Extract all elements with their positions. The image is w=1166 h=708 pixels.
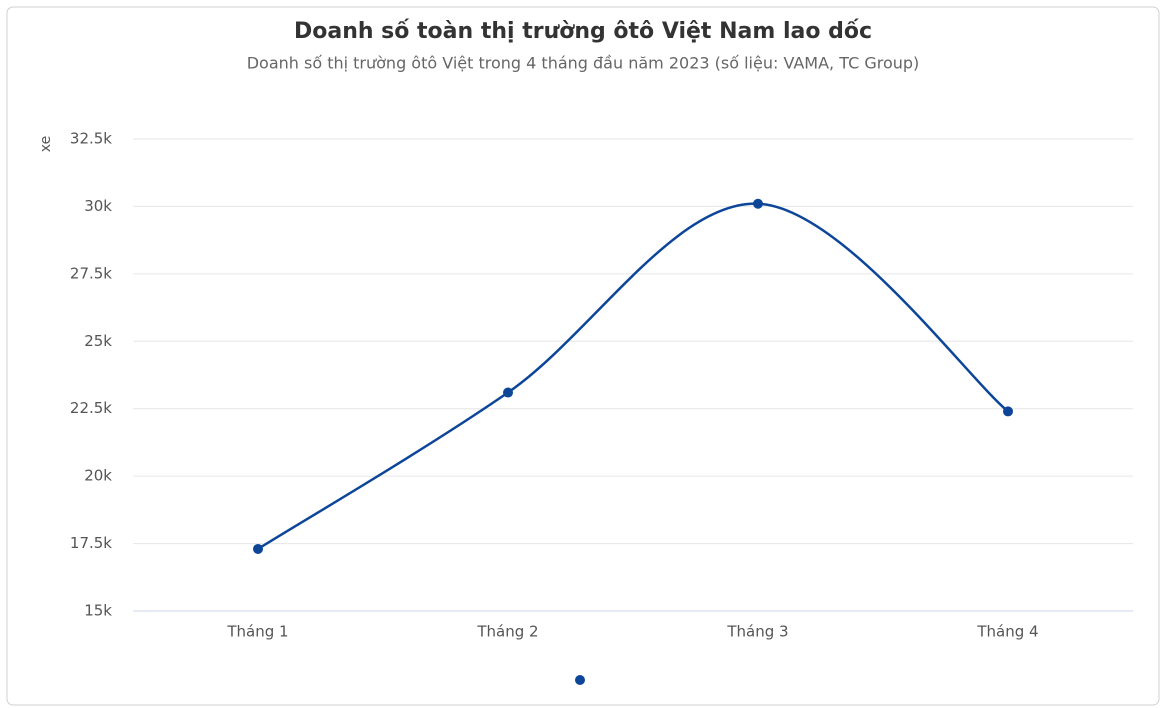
x-tick-label: Tháng 4: [976, 623, 1038, 641]
x-tick-label: Tháng 1: [226, 623, 288, 641]
y-tick-label: 22.5k: [70, 399, 112, 417]
y-axis-label: xe: [38, 136, 54, 152]
chart-frame: [6, 6, 1160, 706]
y-tick-label: 17.5k: [70, 534, 112, 552]
y-tick-label: 15k: [84, 602, 112, 620]
x-tick-label: Tháng 2: [476, 623, 538, 641]
line: [257, 202, 1009, 551]
chart-title: Doanh số toàn thị trường ôtô Việt Nam la…: [294, 19, 872, 44]
x-tick-label: Tháng 3: [726, 623, 788, 641]
y-tick-label: 20k: [84, 467, 112, 485]
y-tick-label: 30k: [84, 197, 112, 215]
point: [753, 198, 763, 209]
y-tick-label: 25k: [84, 332, 112, 350]
legend-marker: [575, 675, 585, 685]
point: [253, 543, 263, 554]
chart-subtitle: Doanh số thị trường ôtô Việt trong 4 thá…: [247, 54, 920, 73]
y-tick-label: 27.5k: [70, 264, 112, 282]
point: [503, 387, 513, 398]
point: [1003, 406, 1013, 417]
y-tick-label: 32.5k: [70, 130, 112, 148]
